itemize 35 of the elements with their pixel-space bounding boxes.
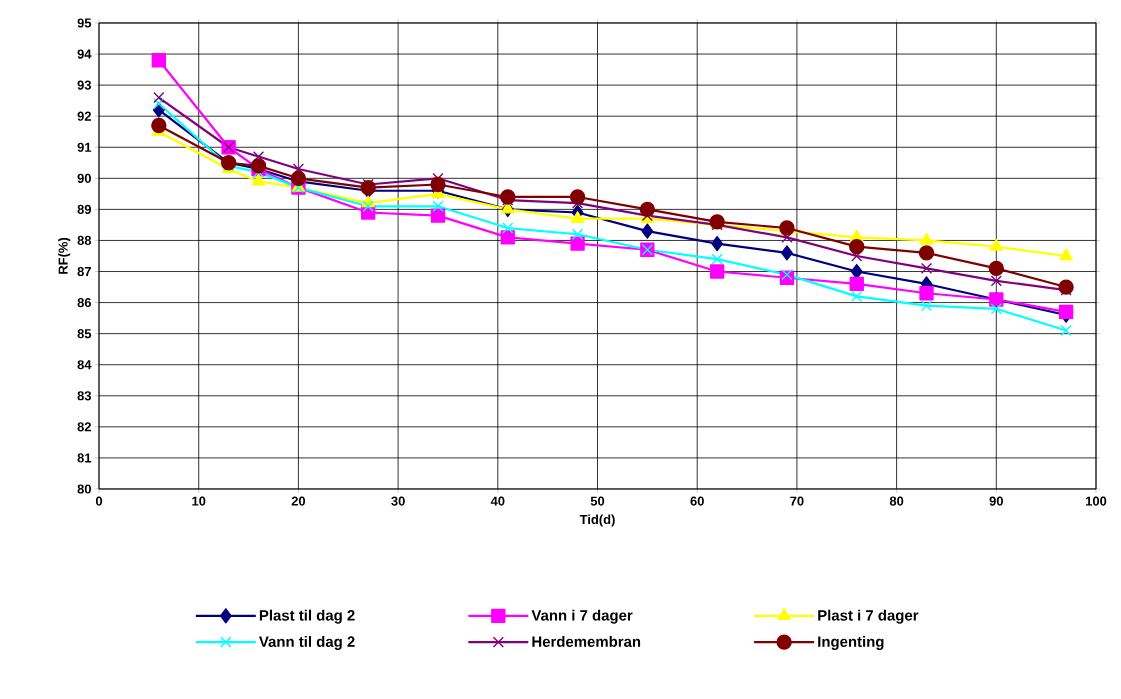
y-tick-label: 83 <box>77 391 92 401</box>
legend-label: Plast i 7 dager <box>818 609 919 624</box>
y-tick-label: 93 <box>77 80 92 90</box>
x-tick-label: 70 <box>790 496 804 506</box>
y-tick-label: 81 <box>77 453 92 463</box>
y-tick-label: 90 <box>77 173 91 183</box>
y-tick-label: 85 <box>77 329 92 339</box>
y-tick-label: 89 <box>77 204 92 214</box>
x-tick-label: 50 <box>590 496 605 506</box>
x-tick-label: 20 <box>291 496 306 506</box>
x-tick-label: 80 <box>889 496 904 506</box>
legend-label: Herdemembran <box>532 635 641 647</box>
y-axis-title: RF(%) <box>58 237 71 274</box>
y-tick-label: 94 <box>77 49 92 59</box>
x-axis-title: Tid(d) <box>579 514 615 527</box>
y-tick-label: 91 <box>77 142 92 152</box>
y-tick-label: 80 <box>77 484 91 494</box>
y-tick-label: 84 <box>77 360 92 370</box>
x-tick-label: 10 <box>192 496 206 506</box>
legend-label: Plast til dag 2 <box>259 609 355 624</box>
x-tick-label: 100 <box>1086 496 1107 506</box>
x-tick-label: 0 <box>95 496 103 506</box>
legend-label: Vann til dag 2 <box>259 635 355 650</box>
y-tick-label: 82 <box>77 422 91 432</box>
y-tick-label: 95 <box>77 18 92 28</box>
x-tick-label: 40 <box>490 496 505 506</box>
legend-label: Vann i 7 dager <box>531 609 633 624</box>
y-tick-label: 87 <box>77 266 91 277</box>
legend-label: Ingenting <box>818 635 884 650</box>
y-tick-label: 88 <box>77 235 92 246</box>
x-tick-label: 90 <box>989 496 1003 506</box>
y-tick-label: 92 <box>77 111 91 121</box>
y-tick-label: 86 <box>77 298 92 308</box>
x-tick-label: 60 <box>690 496 704 506</box>
x-tick-label: 30 <box>391 496 405 506</box>
